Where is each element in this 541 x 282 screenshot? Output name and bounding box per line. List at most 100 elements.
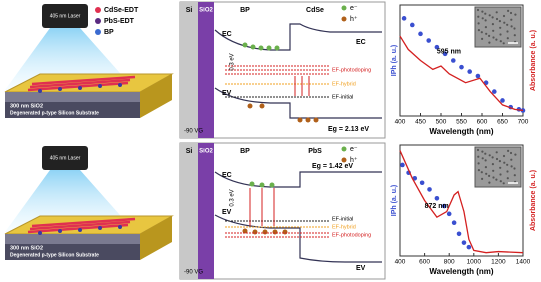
qd-label: PbS (308, 148, 322, 155)
sio2-label: SiO2 (199, 8, 213, 14)
inset-particle (502, 154, 506, 158)
absorbance-line (399, 150, 524, 254)
inset-particle (491, 16, 494, 19)
inset-particle (503, 21, 506, 24)
inset-particle (485, 32, 488, 35)
hole-label: h⁺ (350, 16, 358, 23)
inset-image (474, 146, 522, 188)
x-tick-label: 500 (436, 119, 447, 126)
x-tick-label: 1400 (516, 259, 531, 266)
legend-text: PbS-EDT (104, 18, 135, 25)
inset-particle (506, 23, 509, 26)
inset-particle (481, 177, 484, 180)
inset-particle (495, 157, 499, 161)
inset-particle (506, 170, 509, 173)
inset-particle (491, 156, 494, 159)
inset-particle (495, 38, 498, 41)
laser-label: 405 nm Laser (50, 13, 81, 19)
inset-image (474, 6, 522, 48)
ec-label: EC (222, 31, 232, 38)
ef-level: EF-hybrid (332, 81, 356, 87)
inset-particle (499, 180, 502, 183)
photocurrent-point (419, 180, 425, 186)
photocurrent-point (401, 16, 407, 21)
x-tick-label: 1200 (491, 259, 506, 266)
inset-particle (492, 169, 495, 172)
substrate-label: Degenerated p-type Silicon Substrate (10, 252, 99, 258)
photocurrent-point (442, 51, 448, 57)
inset-particle (481, 150, 484, 153)
photocurrent-point (459, 64, 464, 70)
legend-text: BP (104, 29, 114, 36)
inset-particle (495, 151, 498, 154)
inset-particle (510, 158, 513, 161)
x-tick-label: 450 (415, 119, 426, 126)
electron-label: e⁻ (350, 146, 358, 153)
inset-particle (510, 25, 513, 28)
gate-label: -90 VG (184, 129, 203, 135)
inset-particle (514, 153, 517, 156)
ef-level: EF-photodoping (332, 67, 371, 73)
inset-particle (484, 26, 487, 29)
plot-frame (399, 144, 524, 257)
photocurrent-point (500, 98, 505, 103)
inset-particle (488, 154, 491, 157)
photocurrent-point (461, 240, 467, 245)
band-edge-label: EC (356, 39, 366, 46)
inset-particle (513, 27, 516, 30)
inset-particle (513, 167, 516, 170)
inset-particle (507, 9, 510, 12)
inset-particle (484, 159, 487, 162)
photocurrent-point (446, 211, 452, 217)
inset-particle (476, 8, 480, 12)
inset-particle (492, 176, 495, 179)
charts: 400 450 500 550 600 650 700 Wavelength (nm) IPh … (391, 4, 537, 276)
x-axis-label: Wavelength (nm) (429, 127, 493, 136)
inset-particle (481, 10, 484, 13)
band-diagram-bottom: Si SiO2 BP PbS e⁻ h⁺ EC EV EV EF-initial… (179, 142, 386, 280)
hole-label: h⁺ (350, 157, 358, 164)
inset-particle (502, 42, 505, 45)
qd-label: CdSe (306, 7, 324, 14)
inset-particle (488, 41, 491, 44)
photocurrent-point (427, 187, 432, 192)
laser-label: 405 nm Laser (50, 155, 81, 161)
inset-particle (491, 23, 494, 26)
inset-particle (488, 14, 491, 17)
inset-particle (507, 149, 510, 152)
gate-label: -90 VG (184, 270, 203, 276)
gap-label: Eg = 2.13 eV (328, 126, 369, 133)
inset-particle (477, 22, 480, 25)
inset-particle (513, 174, 516, 177)
device-bottom: 405 nm Laser 300 nm SiO2 Degenerated p-t… (4, 146, 174, 260)
bp-label: BP (240, 148, 250, 155)
inset-particle (514, 13, 517, 16)
inset-particle (484, 12, 487, 15)
inset-particle (476, 148, 480, 152)
ev-label: EV (222, 209, 232, 216)
photocurrent-point (456, 231, 462, 237)
x-tick-label: 550 (456, 119, 467, 126)
x-tick-label: 1000 (467, 259, 482, 266)
absorbance-line (399, 35, 524, 112)
x-tick-label: 400 (395, 259, 406, 266)
sio2-label: SiO2 (199, 149, 213, 155)
ev-label: EV (222, 90, 232, 97)
inset-particle (506, 177, 509, 180)
y2-axis-label: Absorbance (a. u.) (530, 30, 537, 91)
photocurrent-point (434, 44, 440, 50)
inset-particle (480, 171, 483, 174)
electron-label: e⁻ (350, 5, 358, 12)
oxide-label: 300 nm SiO2 (10, 103, 43, 109)
oxide-label: 300 nm SiO2 (10, 245, 43, 251)
inset-particle (510, 18, 513, 21)
inset-particle (495, 178, 498, 181)
inset-particle (491, 163, 494, 166)
y-axis-label: IPh (a. u.) (391, 45, 398, 77)
y2-axis-label: Absorbance (a. u.) (530, 170, 537, 231)
offset-label: 0.3 eV (230, 189, 236, 206)
inset-particle (480, 31, 483, 34)
legend-text: CdSe-EDT (104, 7, 139, 14)
